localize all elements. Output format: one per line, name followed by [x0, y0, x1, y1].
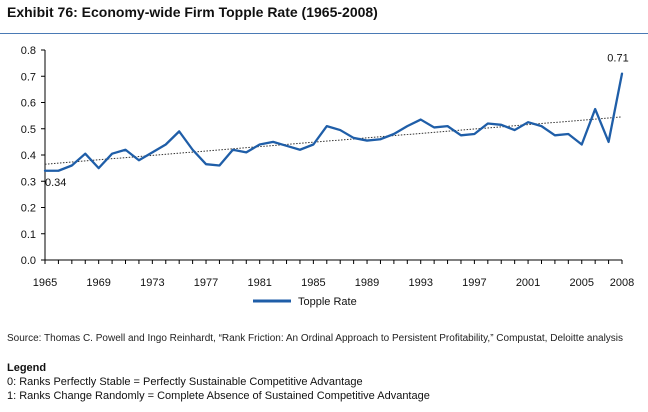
data-label: 0.71: [607, 53, 628, 65]
legend-label: Topple Rate: [298, 296, 357, 308]
y-tick-label: 0.1: [21, 229, 36, 241]
source-note: Source: Thomas C. Powell and Ingo Reinha…: [7, 333, 624, 344]
x-tick-label: 2008: [610, 277, 634, 289]
x-tick-label: 2001: [516, 277, 540, 289]
x-tick-label: 2005: [570, 277, 594, 289]
x-tick-label: 1977: [194, 277, 218, 289]
x-tick-label: 1965: [33, 277, 57, 289]
x-tick-label: 1973: [140, 277, 164, 289]
y-tick-label: 0.7: [21, 71, 36, 83]
y-tick-label: 0.5: [21, 124, 36, 136]
y-tick-label: 0.6: [21, 98, 36, 110]
x-tick-label: 1985: [301, 277, 325, 289]
x-tick-label: 1993: [408, 277, 432, 289]
x-tick-label: 1989: [355, 277, 379, 289]
legend-note: Legend 0: Ranks Perfectly Stable = Perfe…: [7, 361, 430, 403]
x-tick-label: 1969: [86, 277, 110, 289]
data-label: 0.34: [45, 177, 66, 189]
legend-note-line-0: 0: Ranks Perfectly Stable = Perfectly Su…: [7, 376, 363, 388]
legend-note-line-1: 1: Ranks Change Randomly = Complete Abse…: [7, 390, 430, 402]
y-tick-label: 0.0: [21, 255, 36, 267]
topple-rate-series-line: [43, 72, 624, 172]
title-divider: [0, 33, 648, 34]
x-tick-label: 1997: [462, 277, 486, 289]
y-tick-label: 0.3: [21, 176, 36, 188]
y-tick-label: 0.4: [21, 150, 36, 162]
y-tick-label: 0.2: [21, 203, 36, 215]
line-chart: 0.0 0.1 0.2 0.3 0.4 0.5 0.6 0.7 0.8 1965 1969 1973 1…: [21, 45, 635, 308]
y-tick-label: 0.8: [21, 45, 36, 57]
x-tick-label: 1981: [247, 277, 271, 289]
chart-title: Exhibit 76: Economy-wide Firm Topple Rat…: [7, 4, 378, 20]
trend-line: [44, 116, 623, 165]
legend-note-heading: Legend: [7, 362, 47, 374]
